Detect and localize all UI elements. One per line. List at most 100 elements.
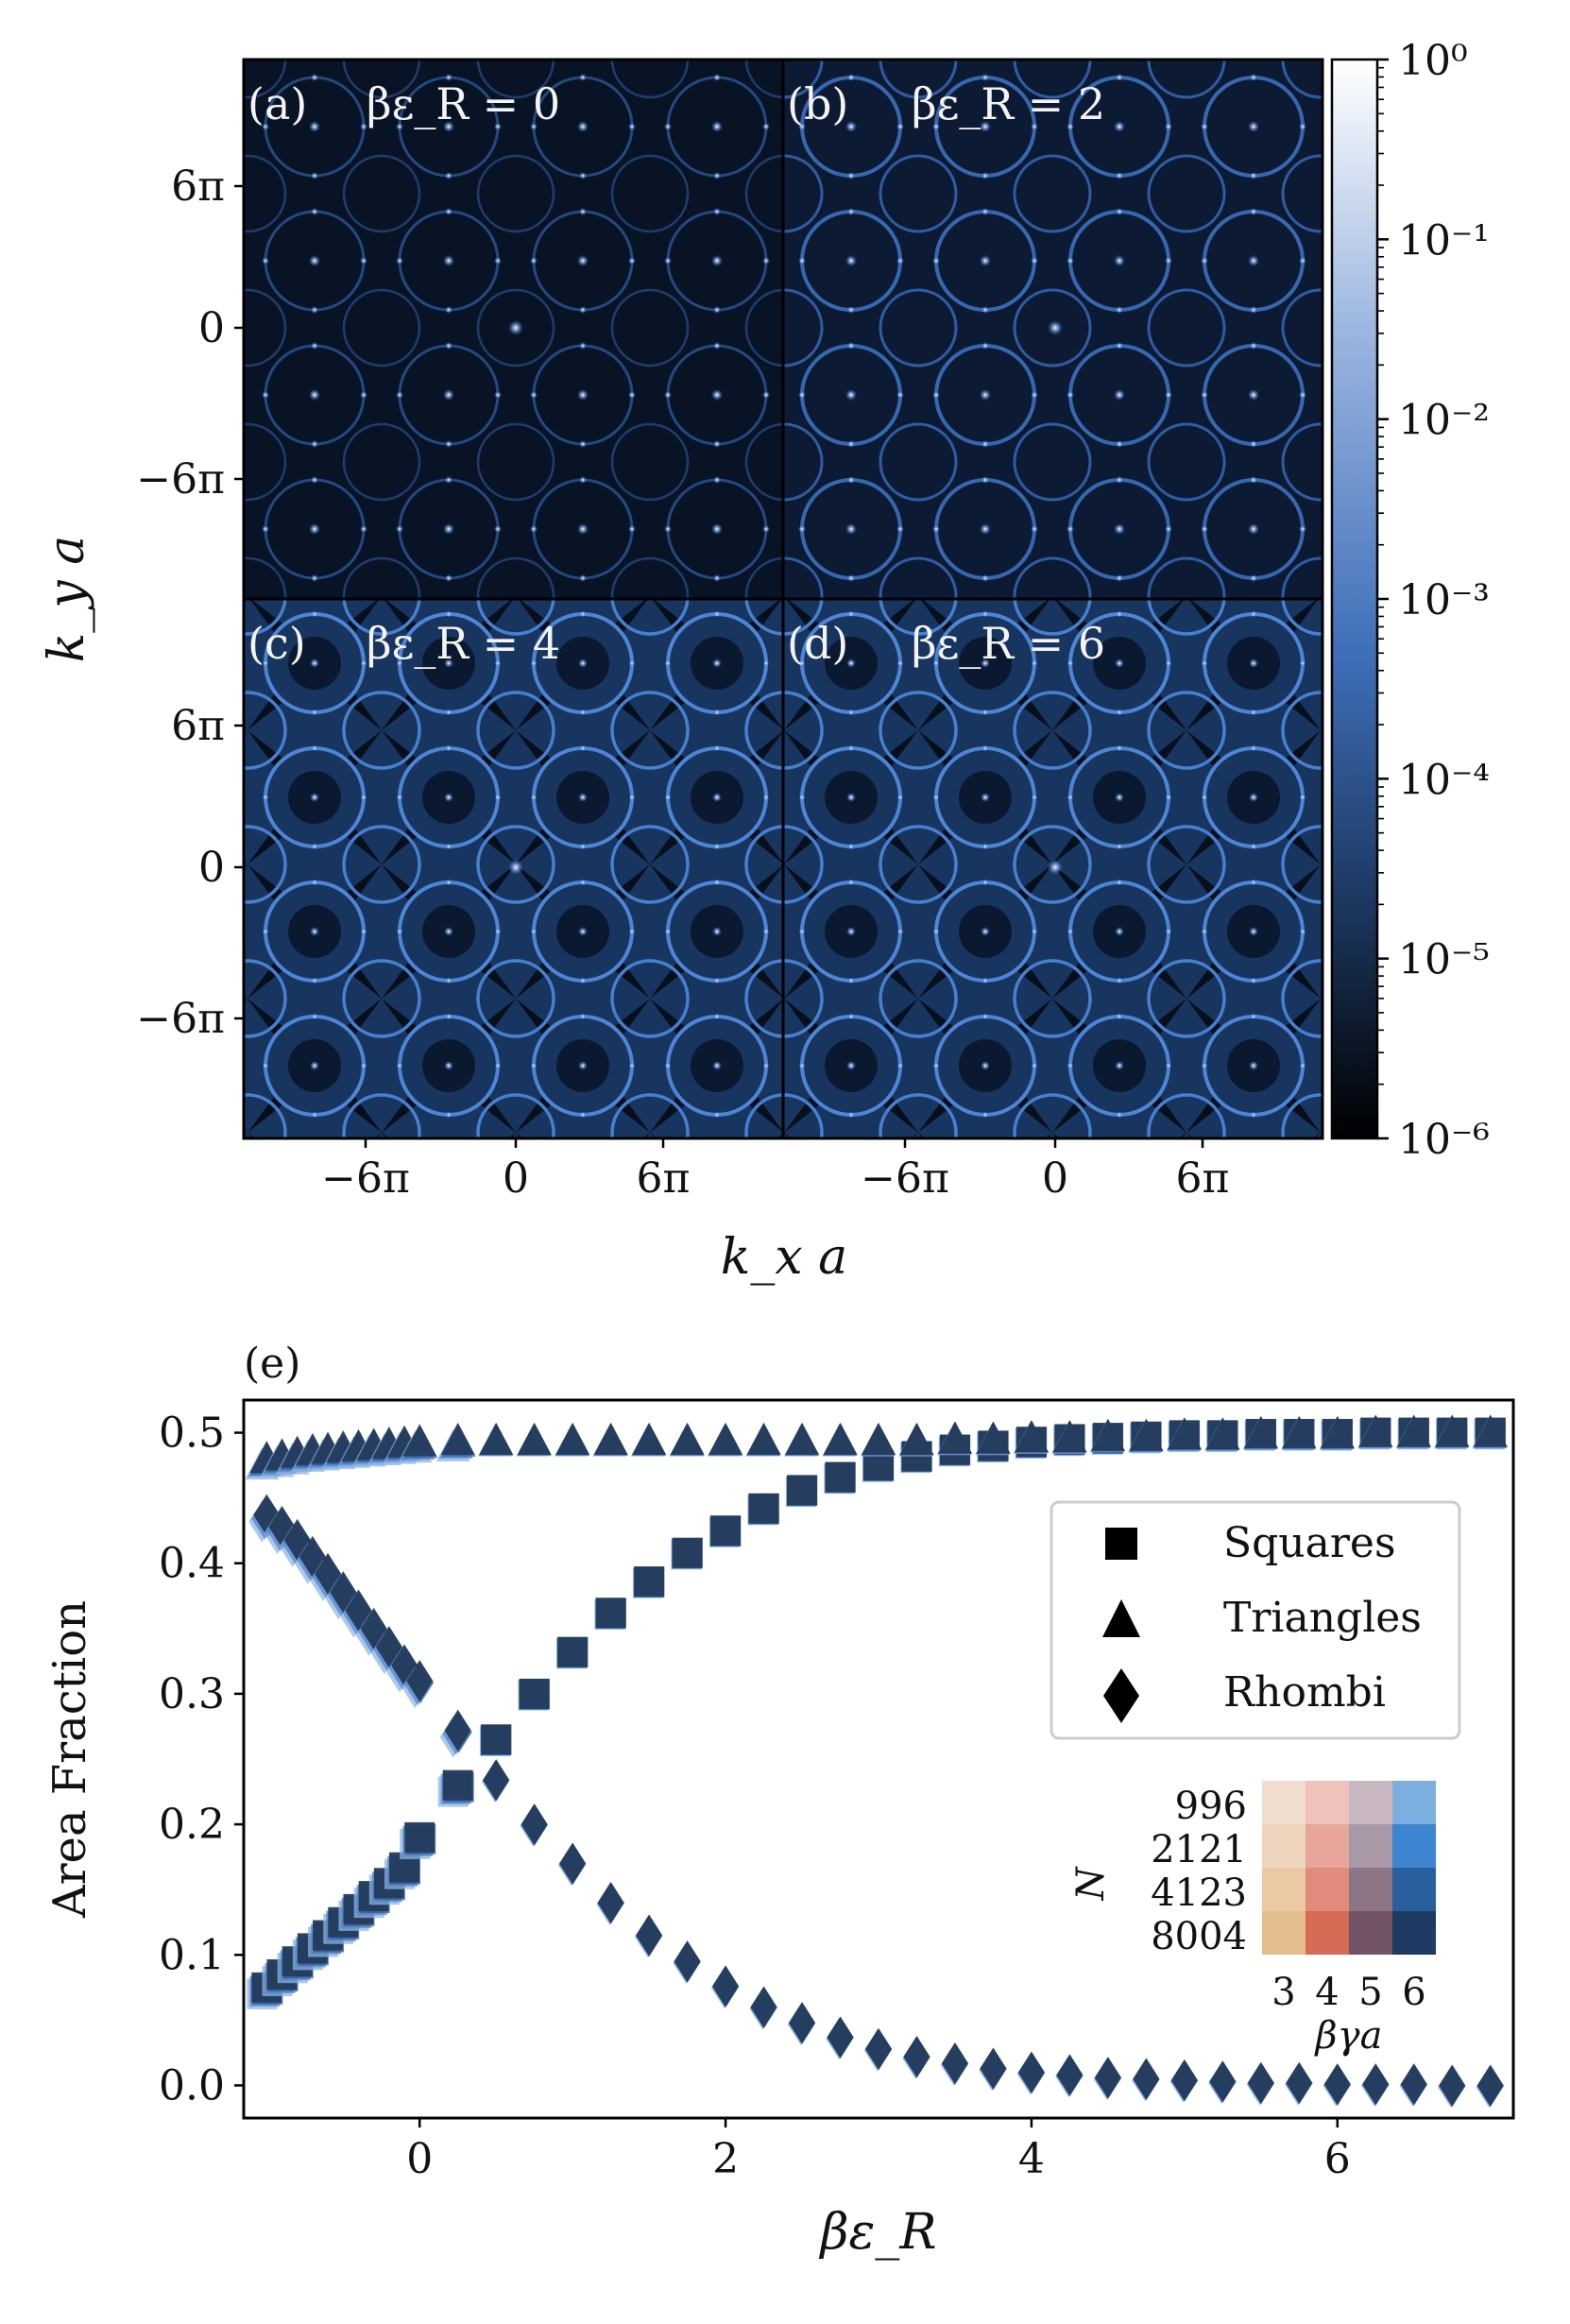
triangle-marker [708, 1422, 743, 1455]
square-marker [519, 1678, 550, 1709]
inset-cell [1262, 1824, 1305, 1868]
inset-col-label: 3 [1271, 1971, 1295, 2014]
scatter-xlabel: βε_R [818, 2204, 936, 2261]
rhombi-marker [941, 2042, 968, 2084]
inset-cell [1392, 1781, 1436, 1824]
central-peak [1048, 860, 1063, 875]
xtick-label: −6π [321, 1154, 410, 1203]
square-marker [442, 1769, 473, 1801]
xtick-label: 6π [637, 1154, 691, 1203]
colorbar-tick-label: 10⁻⁶ [1398, 1116, 1490, 1164]
rhombi-marker [406, 1660, 434, 1702]
central-peak [508, 320, 523, 335]
rhombi-marker [483, 1759, 510, 1802]
inset-cell [1262, 1911, 1305, 1955]
scatter-xtick-label: 2 [712, 2135, 739, 2183]
scatter-ytick-label: 0.2 [159, 1801, 225, 1849]
xtick-label: −6π [861, 1154, 949, 1203]
triangle-marker [1167, 1417, 1202, 1450]
rhombi-marker [789, 2002, 816, 2044]
rhombi-marker [1400, 2063, 1427, 2106]
scatter-xtick-label: 6 [1324, 2135, 1351, 2183]
ytick-label: −6π [136, 455, 225, 504]
inset-cell [1349, 1824, 1392, 1868]
rhombi-marker [1286, 2061, 1313, 2104]
legend-marker-square [1105, 1528, 1137, 1560]
inset-xlabel: βγa [1314, 2014, 1383, 2058]
square-marker [672, 1537, 703, 1568]
rhombi-marker [1362, 2063, 1390, 2106]
legend-label-triangles: Triangles [1223, 1594, 1422, 1642]
inset-cell [1349, 1781, 1392, 1824]
panel-annotation-b: βε_R = 2 [912, 78, 1105, 129]
square-marker [557, 1636, 589, 1667]
rhombi-marker [520, 1803, 548, 1846]
rhombi-marker [1017, 2051, 1045, 2093]
rhombi-marker [1056, 2054, 1084, 2096]
square-marker [634, 1566, 665, 1598]
triangle-marker [1282, 1415, 1317, 1448]
inset-cell [1262, 1781, 1305, 1824]
panel-label-d: (d) [787, 618, 848, 669]
triangle-marker [1205, 1417, 1240, 1450]
triangle-marker [593, 1422, 628, 1455]
colorbar-gradient [1330, 58, 1379, 1140]
square-marker [595, 1598, 626, 1629]
square-marker [481, 1724, 512, 1755]
scatter-ytick-label: 0.5 [159, 1410, 225, 1458]
triangle-marker [1396, 1414, 1431, 1447]
panel-label-b: (b) [787, 78, 848, 129]
ytick-label: 6π [171, 702, 225, 750]
scatter-axes: 0 2 4 6 0.0 0.1 0.2 0.3 0.4 0.5 [159, 1410, 1351, 2183]
panel-annotation-a: βε_R = 0 [367, 78, 560, 129]
inset-cell [1392, 1868, 1436, 1911]
inset-row-label: 996 [1175, 1785, 1247, 1828]
inset-color-grid: 996 2121 4123 8004 3 4 5 6 βγa N [1069, 1781, 1436, 2058]
panel-annotation-d: βε_R = 6 [912, 618, 1105, 669]
triangle-marker [862, 1422, 896, 1455]
square-marker [787, 1475, 818, 1506]
triangle-marker [632, 1422, 667, 1455]
triangle-marker [517, 1422, 552, 1455]
rhombi-marker [559, 1842, 587, 1885]
rhombi-marker [1170, 2059, 1198, 2101]
rhombi-marker [750, 1986, 777, 2028]
rhombi-marker [903, 2036, 930, 2078]
scatter-ytick-label: 0.4 [159, 1540, 225, 1588]
triangle-marker [555, 1422, 590, 1455]
inset-cell [1262, 1868, 1305, 1911]
rhombi-marker [827, 2016, 854, 2059]
inset-cell [1349, 1911, 1392, 1955]
rhombi-marker [1209, 2060, 1237, 2103]
inset-ylabel: N [1069, 1866, 1113, 1902]
triangle-marker [1243, 1415, 1278, 1448]
inset-cell [1305, 1868, 1349, 1911]
triangle-marker [785, 1422, 820, 1455]
rhombi-marker [1094, 2057, 1121, 2099]
rhombi-marker [712, 1965, 740, 2008]
scatter-ytick-label: 0.3 [159, 1670, 225, 1718]
rhombi-marker [1476, 2064, 1504, 2107]
panel-label-c: (c) [247, 618, 306, 669]
xtick-label: 0 [1042, 1154, 1068, 1203]
ytick-label: −6π [136, 995, 225, 1043]
legend-label-rhombi: Rhombi [1223, 1668, 1386, 1717]
colorbar-tick-label: 10⁻² [1398, 397, 1490, 445]
inset-col-label: 4 [1315, 1971, 1339, 2014]
square-marker [710, 1515, 742, 1546]
heatmap-yticks-top [234, 184, 1204, 1148]
rhombi-marker [597, 1882, 624, 1923]
legend: Squares Triangles Rhombi [1050, 1500, 1461, 1740]
triangle-marker [1090, 1418, 1125, 1451]
ytick-label: 6π [171, 162, 225, 211]
inset-cell [1305, 1781, 1349, 1824]
scatter-ylabel: Area Fraction [43, 1600, 96, 1919]
panel-label-e: (e) [244, 1340, 300, 1388]
rhombi-marker [1323, 2063, 1351, 2106]
colorbar-tick-label: 10⁻³ [1398, 576, 1490, 624]
triangle-marker [670, 1422, 705, 1455]
ytick-label: 0 [198, 304, 225, 352]
triangle-marker [440, 1422, 475, 1455]
triangle-marker [976, 1421, 1011, 1454]
